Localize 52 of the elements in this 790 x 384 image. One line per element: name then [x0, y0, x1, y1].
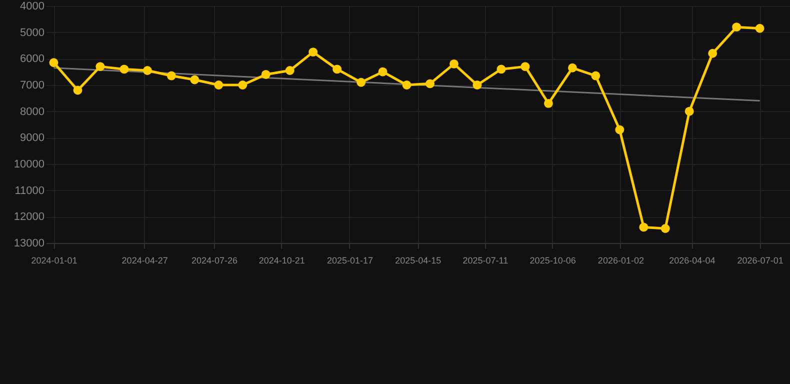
point	[684, 106, 694, 116]
x-tick-label: 2024-10-21	[258, 256, 305, 266]
point	[426, 79, 434, 88]
y-tick-label: 9000	[20, 132, 44, 144]
y-tick-label: 5000	[20, 26, 44, 39]
point	[332, 64, 342, 74]
point	[73, 86, 82, 95]
x-tick-label: 2024-04-27	[122, 256, 168, 266]
point	[378, 67, 388, 76]
point	[120, 64, 129, 74]
point	[732, 22, 742, 32]
point	[615, 125, 624, 134]
point	[238, 80, 248, 90]
point	[214, 80, 224, 90]
point	[496, 64, 506, 74]
point	[285, 66, 294, 75]
y-tick-label: 4000	[20, 0, 44, 12]
point	[166, 71, 176, 80]
x-tick-label: 2026-04-04	[669, 256, 716, 266]
y-tick-label: 10000	[14, 158, 44, 170]
x-tick-label: 2024-01-01	[31, 256, 78, 266]
y-tick-label: 7000	[20, 80, 44, 92]
x-tick-label: 2026-07-01	[737, 256, 784, 266]
point	[356, 78, 366, 87]
point	[142, 66, 152, 75]
point	[708, 48, 718, 58]
point	[568, 63, 577, 72]
point	[49, 58, 58, 68]
point	[639, 222, 648, 232]
point	[261, 70, 270, 79]
x-tick-label: 2025-01-17	[326, 256, 374, 266]
x-tick-label: 2025-04-15	[395, 256, 442, 266]
x-tick-label: 2025-07-11	[462, 256, 508, 266]
y-tick-label: 8000	[20, 106, 44, 118]
point	[402, 80, 412, 90]
point	[96, 62, 105, 72]
y-tick-label: 11000	[14, 184, 44, 197]
point	[755, 24, 764, 33]
x-tick-label: 2026-01-02	[598, 256, 644, 266]
point	[660, 224, 670, 233]
point	[544, 98, 553, 108]
point	[591, 71, 600, 80]
point	[450, 59, 458, 68]
y-tick-label: 6000	[20, 53, 44, 66]
x-tick-label: 2024-07-26	[191, 256, 238, 266]
x-tick-label: 2025-10-06	[530, 256, 576, 266]
point	[520, 62, 530, 72]
y-tick-label: 13000	[14, 238, 44, 250]
point	[472, 80, 482, 90]
y-tick-label: 12000	[14, 211, 44, 224]
point	[190, 75, 200, 84]
point	[308, 48, 318, 57]
